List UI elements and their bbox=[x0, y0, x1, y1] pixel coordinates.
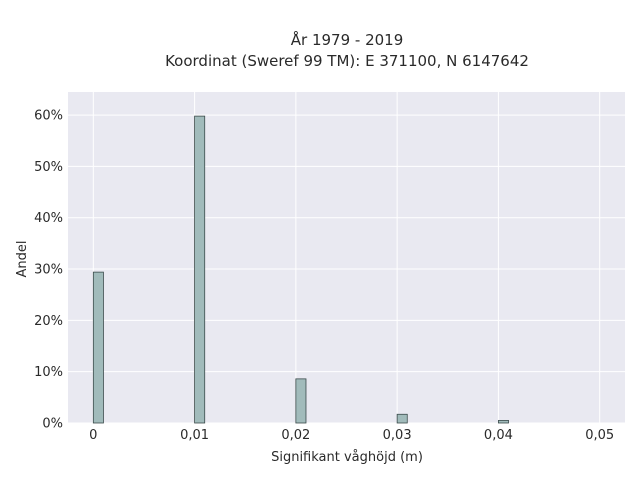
bar-1 bbox=[194, 115, 206, 424]
y-axis-ticks: 0% 10% 20% 30% 40% 50% 60% bbox=[34, 109, 63, 432]
x-tick-label-5: 0,05 bbox=[585, 428, 614, 443]
plot-area bbox=[68, 92, 625, 423]
x-axis-ticks: 0 0,01 0,02 0,03 0,04 0,05 bbox=[89, 428, 614, 443]
y-tick-label-6: 60% bbox=[34, 109, 63, 124]
chart-title-line1: År 1979 - 2019 bbox=[291, 30, 404, 49]
bar-3 bbox=[396, 413, 408, 424]
y-tick-label-1: 10% bbox=[34, 365, 63, 380]
chart-title-line2: Koordinat (Sweref 99 TM): E 371100, N 61… bbox=[165, 52, 529, 70]
x-tick-label-2: 0,02 bbox=[281, 428, 310, 443]
y-tick-label-4: 40% bbox=[34, 211, 63, 226]
y-tick-label-2: 20% bbox=[34, 314, 63, 329]
grid-lines bbox=[68, 92, 625, 424]
y-tick-label-3: 30% bbox=[34, 263, 63, 278]
bars bbox=[92, 115, 509, 424]
x-tick-label-3: 0,03 bbox=[383, 428, 412, 443]
x-tick-label-4: 0,04 bbox=[484, 428, 513, 443]
x-tick-label-0: 0 bbox=[89, 428, 97, 443]
bar-2 bbox=[295, 378, 307, 424]
x-tick-label-1: 0,01 bbox=[180, 428, 209, 443]
x-axis-label: Signifikant våghöjd (m) bbox=[271, 450, 423, 465]
y-tick-label-5: 50% bbox=[34, 160, 63, 175]
bar-0 bbox=[92, 271, 104, 424]
y-tick-label-0: 0% bbox=[42, 417, 63, 432]
y-axis-label: Andel bbox=[15, 241, 30, 278]
bar-4 bbox=[498, 420, 509, 424]
